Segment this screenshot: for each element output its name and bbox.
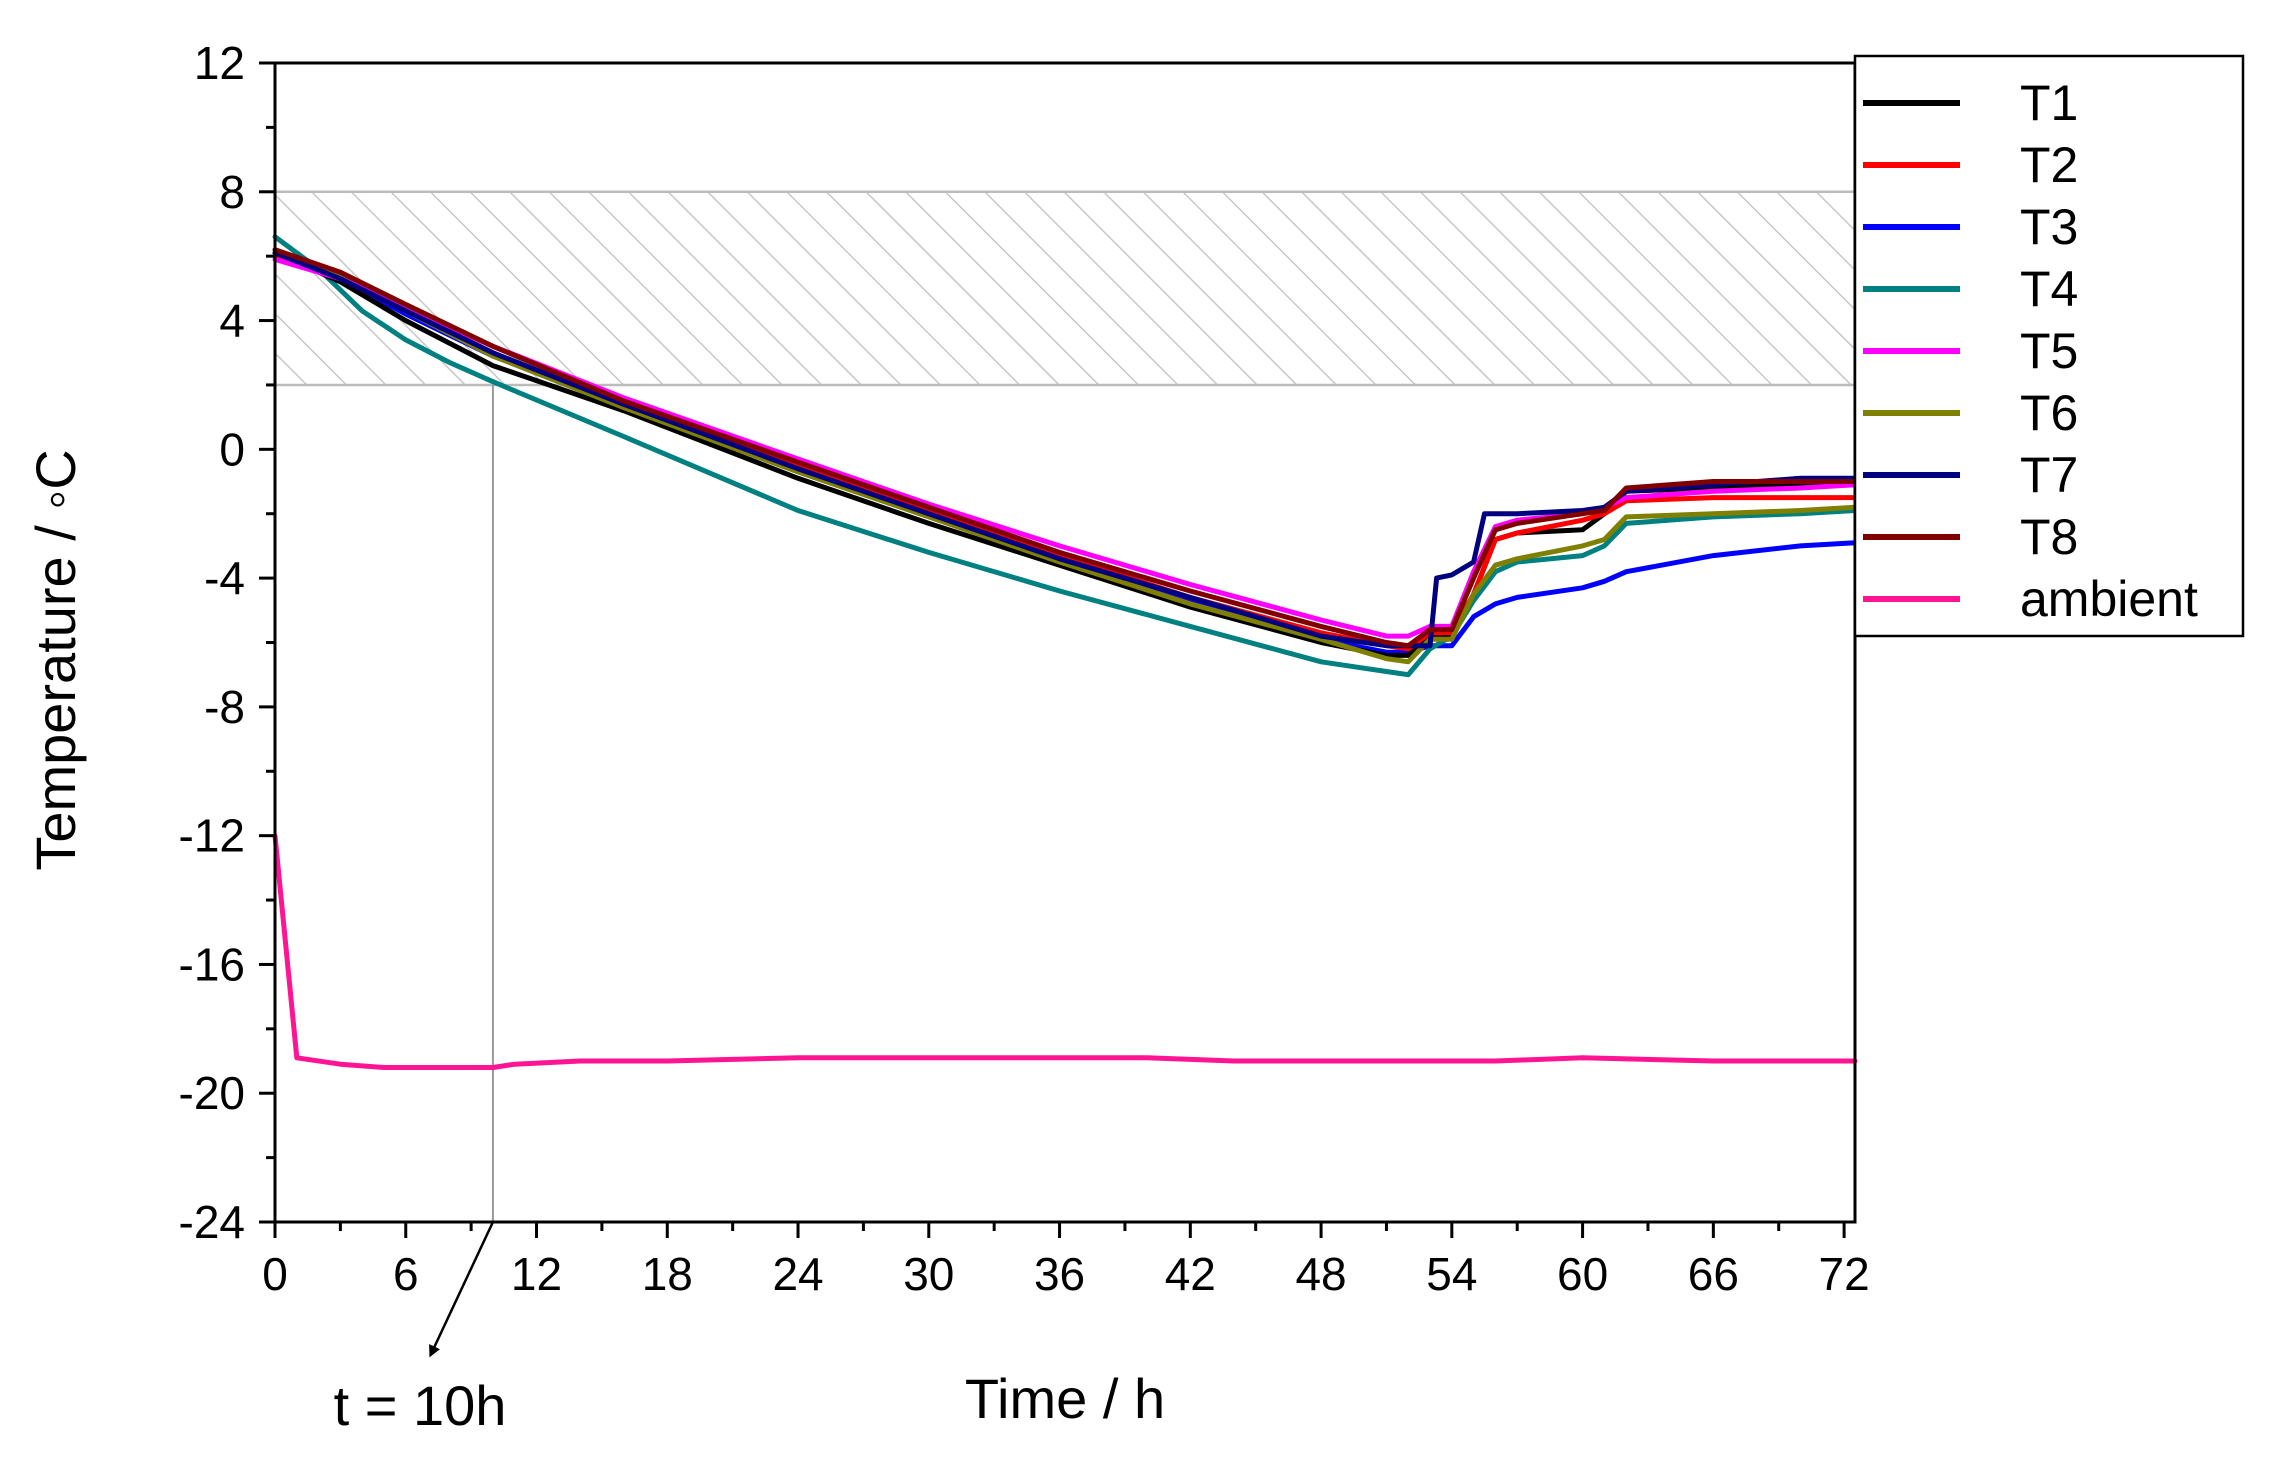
axis-ticks [259,61,1846,1238]
x-axis-title: Time / h [965,1367,1165,1430]
legend-label-t8: T8 [2020,509,2078,565]
series-line-t4 [272,234,1858,678]
y-tick-label: -8 [204,681,245,733]
legend: T1 T2 T3 T4 T5 T6 T7 T8 ambient [1853,54,2245,638]
x-tick-label: 24 [772,1248,823,1300]
legend-label-t3: T3 [2020,199,2078,255]
band-hatch-fill [275,191,1855,385]
x-tick-label: 72 [1819,1248,1870,1300]
legend-label-t1: T1 [2020,75,2078,131]
series-line-t6 [272,247,1858,665]
y-tick-labels: 12 8 4 0 -4 -8 -12 -16 -20 -24 [179,37,245,1248]
legend-label-t6: T6 [2020,385,2078,441]
x-tick-labels: 0 6 12 18 24 30 36 42 48 54 60 66 72 [262,1248,1869,1300]
y-tick-label: -4 [204,552,245,604]
target-range-band [275,190,1855,387]
x-tick-label: 12 [511,1248,562,1300]
y-tick-label: 12 [194,37,245,89]
x-tick-label: 48 [1295,1248,1346,1300]
annotation-label: t = 10h [334,1374,507,1437]
legend-label-t7: T7 [2020,447,2078,503]
y-tick-label: 4 [219,295,245,347]
series-group [272,234,1858,1070]
x-tick-label: 66 [1688,1248,1739,1300]
x-tick-label: 18 [642,1248,693,1300]
reference-marker [429,384,495,1358]
y-tick-label: 8 [219,166,245,218]
y-axis-title: Temperature / ◦C [24,449,87,870]
series-line-t8 [272,247,1858,649]
x-tick-label: 0 [262,1248,288,1300]
x-tick-label: 36 [1034,1248,1085,1300]
y-tick-label: 0 [219,423,245,475]
x-tick-label: 42 [1165,1248,1216,1300]
x-tick-label: 6 [393,1248,419,1300]
x-tick-label: 54 [1426,1248,1477,1300]
y-tick-label: -12 [179,810,245,862]
y-tick-label: -16 [179,938,245,990]
series-line-ambient [272,833,1858,1070]
legend-label-ambient: ambient [2020,571,2198,627]
x-tick-label: 60 [1557,1248,1608,1300]
legend-label-t5: T5 [2020,323,2078,379]
legend-label-t2: T2 [2020,137,2078,193]
y-tick-label: -24 [179,1196,245,1248]
y-tick-label: -20 [179,1067,245,1119]
annotation-arrow [429,1221,495,1358]
legend-label-t4: T4 [2020,261,2078,317]
x-tick-label: 30 [903,1248,954,1300]
